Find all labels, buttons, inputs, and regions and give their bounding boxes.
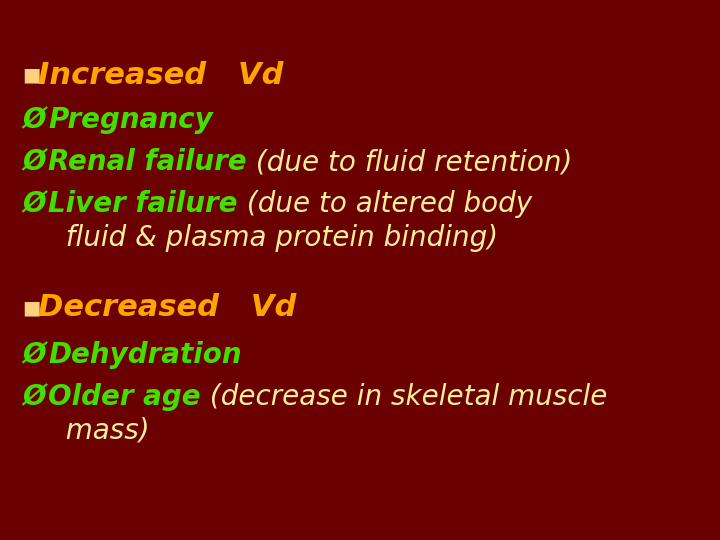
- Text: (decrease in skeletal muscle: (decrease in skeletal muscle: [201, 383, 607, 411]
- Text: ■: ■: [22, 65, 40, 84]
- Text: mass): mass): [48, 417, 150, 445]
- Text: Pregnancy: Pregnancy: [48, 106, 212, 134]
- Text: (due to altered body: (due to altered body: [238, 190, 531, 218]
- Text: Ø: Ø: [22, 148, 45, 176]
- Text: Renal failure: Renal failure: [48, 148, 247, 176]
- Text: fluid & plasma protein binding): fluid & plasma protein binding): [48, 224, 498, 252]
- Text: Older age: Older age: [48, 383, 201, 411]
- Text: Decreased   Vd: Decreased Vd: [38, 294, 297, 322]
- Text: Dehydration: Dehydration: [48, 341, 242, 369]
- Text: (due to fluid retention): (due to fluid retention): [247, 148, 572, 176]
- Text: ■: ■: [22, 299, 40, 318]
- Text: Ø: Ø: [22, 383, 45, 411]
- Text: Ø: Ø: [22, 190, 45, 218]
- Text: Liver failure: Liver failure: [48, 190, 238, 218]
- Text: Ø: Ø: [22, 341, 45, 369]
- Text: Ø: Ø: [22, 106, 45, 134]
- Text: Increased   Vd: Increased Vd: [38, 60, 284, 90]
